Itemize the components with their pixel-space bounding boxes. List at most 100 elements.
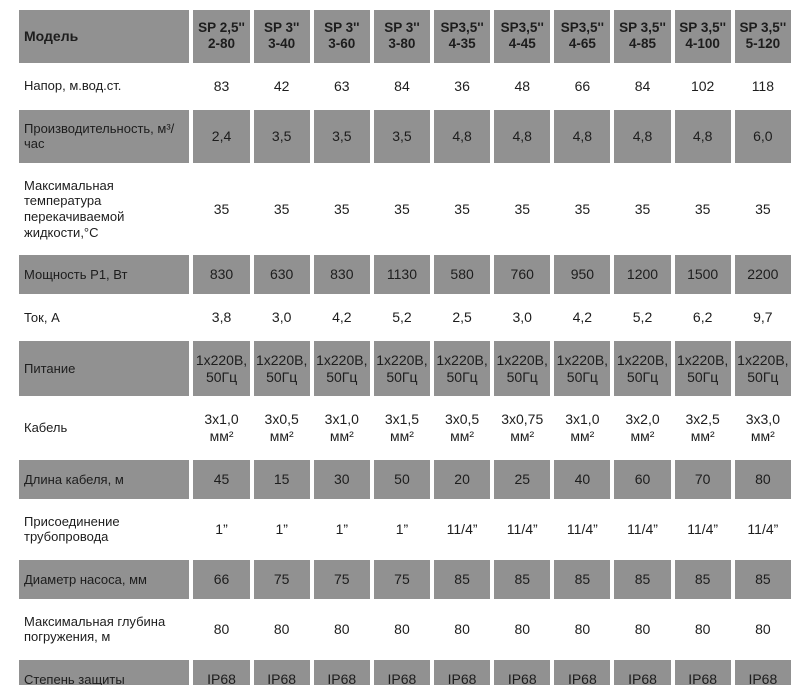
cell-value: 50	[373, 459, 431, 499]
cell-value: 1500	[674, 255, 731, 294]
cell-value: 3x3,0 мм²	[745, 411, 780, 445]
cell-value: IP68	[313, 659, 370, 685]
table-row: Присоединение трубопровода 1” 1” 1” 1” 11/4” 1…	[19, 503, 791, 556]
cell-value: 4,8	[674, 109, 731, 163]
header-row: Модель SP 2,5'' 2-80 SP 3'' 3-40 SP 3'' 3-…	[19, 10, 791, 63]
pump-spec-table: Модель SP 2,5'' 2-80 SP 3'' 3-40 SP 3'' 3-…	[15, 6, 795, 685]
cell-value: 80	[694, 620, 711, 637]
cell-value: 1”	[395, 520, 409, 537]
cell-value: 830	[313, 255, 370, 294]
cell-value: 66	[574, 77, 591, 94]
cell-value: 45	[193, 459, 250, 499]
column-header: SP3,5'' 4-35	[434, 10, 491, 63]
cell-value: 11/4”	[627, 520, 658, 537]
cell-value: 3,5	[373, 109, 431, 163]
spec-table-body: Напор, м.вод.ст. 83 42 63 84 36 48 66 84 102 118 Пр…	[19, 67, 791, 685]
cell-value: 2200	[734, 255, 791, 294]
table-row: Ток, А 3,8 3,0 4,2 5,2 2,5 3,0 4,2 5,2 6,2 9,7	[19, 298, 791, 337]
cell-value: 3,0	[271, 308, 292, 325]
cell-value: IP68	[494, 659, 551, 685]
column-header: SP 3,5'' 4-85	[614, 10, 671, 63]
cell-value: 950	[554, 255, 611, 294]
cell-value: 80	[634, 620, 651, 637]
cell-value: 1”	[335, 520, 349, 537]
row-label: Мощность P1, Вт	[19, 255, 190, 294]
cell-value: 2,5	[452, 308, 472, 325]
cell-value: 35	[273, 200, 290, 217]
cell-value: 1x220В, 50Гц	[734, 340, 791, 397]
cell-value: 4,8	[614, 109, 671, 163]
cell-value: 1x220В, 50Гц	[554, 340, 611, 397]
cell-value: 1x220В, 50Гц	[614, 340, 671, 397]
cell-value: 1x220В, 50Гц	[674, 340, 731, 397]
column-header: SP 3'' 3-80	[373, 10, 431, 63]
cell-value: IP68	[193, 659, 250, 685]
cell-value: 35	[634, 200, 651, 217]
table-row: Длина кабеля, м 45 15 30 50 20 25 40 60 70 80	[19, 459, 791, 499]
cell-value: 11/4”	[446, 520, 478, 537]
cell-value: IP68	[554, 659, 611, 685]
cell-value: 11/4”	[506, 520, 538, 537]
model-header-cell: Модель	[19, 10, 190, 63]
cell-value: IP68	[674, 659, 731, 685]
cell-value: 80	[213, 620, 230, 637]
cell-value: 80	[454, 620, 470, 637]
cell-value: 118	[751, 77, 775, 94]
cell-value: 1130	[373, 255, 431, 294]
column-header: SP 3,5'' 4-100	[674, 10, 731, 63]
cell-value: 63	[334, 77, 350, 94]
cell-value: 4,2	[332, 308, 352, 325]
row-label: Производительность, м³/час	[19, 109, 190, 163]
cell-value: 15	[253, 459, 310, 499]
cell-value: 1”	[275, 520, 288, 537]
cell-value: 5,2	[392, 308, 412, 325]
cell-value: 3x0,5 мм²	[264, 411, 299, 445]
column-header: SP 3'' 3-60	[313, 10, 370, 63]
cell-value: 48	[514, 77, 531, 94]
cell-value: 102	[690, 77, 715, 94]
row-label: Диаметр насоса, мм	[19, 559, 190, 599]
cell-value: 35	[334, 200, 350, 217]
cell-value: 4,8	[494, 109, 551, 163]
cell-value: 60	[614, 459, 671, 499]
cell-value: 11/4”	[687, 520, 719, 537]
cell-value: 4,8	[554, 109, 611, 163]
row-label: Питание	[19, 340, 190, 397]
cell-value: 3,5	[253, 109, 310, 163]
cell-value: 580	[434, 255, 491, 294]
cell-value: 11/4”	[747, 520, 779, 537]
cell-value: 1200	[614, 255, 671, 294]
cell-value: 1x220В, 50Гц	[494, 340, 551, 397]
cell-value: 9,7	[753, 308, 773, 325]
cell-value: 80	[734, 459, 791, 499]
cell-value: 6,0	[734, 109, 791, 163]
row-label: Максимальная температура перекачиваемой …	[24, 177, 125, 240]
table-row: Мощность P1, Вт 830 630 830 1130 580 760 950 120…	[19, 255, 791, 294]
cell-value: 35	[213, 200, 230, 217]
cell-value: 1”	[215, 520, 228, 537]
row-label: Степень защиты	[19, 659, 190, 685]
cell-value: 85	[554, 559, 611, 599]
cell-value: 84	[394, 77, 410, 94]
cell-value: 2,4	[193, 109, 250, 163]
table-row: Максимальная температура перекачиваемой …	[19, 167, 791, 251]
table-row: Кабель 3x1,0 мм² 3x0,5 мм² 3x1,0 мм² 3x1,5 м…	[19, 400, 791, 456]
cell-value: 3x1,5 мм²	[384, 411, 420, 445]
cell-value: 35	[574, 200, 591, 217]
cell-value: 30	[313, 459, 370, 499]
cell-value: 760	[494, 255, 551, 294]
cell-value: 4,8	[434, 109, 491, 163]
cell-value: 35	[394, 200, 410, 217]
cell-value: 35	[454, 200, 470, 217]
table-row: Максимальная глубина погружения, м 80 80 80…	[19, 603, 791, 656]
cell-value: 3x1,0 мм²	[204, 411, 239, 445]
cell-value: 85	[494, 559, 551, 599]
cell-value: 85	[614, 559, 671, 599]
table-row: Степень защиты IP68 IP68 IP68 IP68 IP68 IP68 IP…	[19, 659, 791, 685]
cell-value: 35	[694, 200, 711, 217]
cell-value: 85	[434, 559, 491, 599]
cell-value: 35	[514, 200, 531, 217]
column-header: SP 3,5'' 5-120	[734, 10, 791, 63]
cell-value: 70	[674, 459, 731, 499]
